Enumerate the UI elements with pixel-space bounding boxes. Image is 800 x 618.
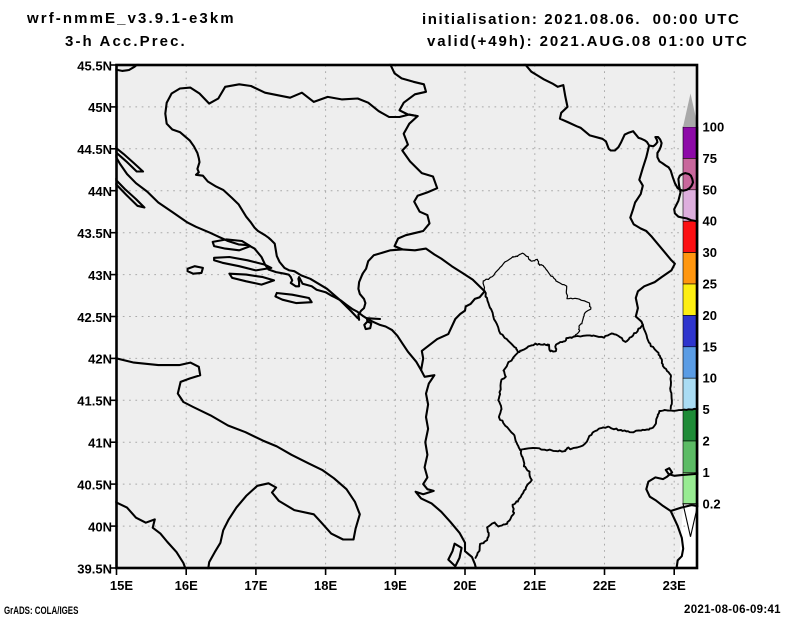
svg-text:50: 50	[703, 182, 717, 197]
svg-text:1: 1	[703, 465, 710, 480]
svg-text:20: 20	[703, 308, 717, 323]
svg-text:43.5N: 43.5N	[77, 226, 112, 241]
svg-text:30: 30	[703, 245, 717, 260]
svg-text:17E: 17E	[244, 578, 267, 593]
svg-text:44N: 44N	[88, 184, 112, 199]
svg-text:43N: 43N	[88, 268, 112, 283]
svg-text:40: 40	[703, 214, 717, 229]
svg-text:10: 10	[703, 371, 717, 386]
svg-text:100: 100	[703, 120, 725, 135]
svg-text:25: 25	[703, 277, 717, 292]
svg-text:2: 2	[703, 434, 710, 449]
svg-text:42.5N: 42.5N	[77, 310, 112, 325]
svg-text:39.5N: 39.5N	[77, 561, 112, 576]
svg-text:18E: 18E	[314, 578, 337, 593]
svg-text:42N: 42N	[88, 352, 112, 367]
svg-text:5: 5	[703, 402, 710, 417]
svg-text:40.5N: 40.5N	[77, 477, 112, 492]
svg-text:75: 75	[703, 151, 717, 166]
svg-text:44.5N: 44.5N	[77, 142, 112, 157]
svg-text:20E: 20E	[453, 578, 476, 593]
svg-text:19E: 19E	[384, 578, 407, 593]
svg-text:45N: 45N	[88, 100, 112, 115]
svg-text:23E: 23E	[663, 578, 686, 593]
svg-text:16E: 16E	[175, 578, 198, 593]
svg-text:45.5N: 45.5N	[77, 58, 112, 73]
svg-text:40N: 40N	[88, 519, 112, 534]
svg-text:22E: 22E	[593, 578, 616, 593]
svg-text:41N: 41N	[88, 436, 112, 451]
svg-text:21E: 21E	[523, 578, 546, 593]
svg-text:15: 15	[703, 339, 717, 354]
svg-text:15E: 15E	[110, 578, 133, 593]
svg-text:41.5N: 41.5N	[77, 394, 112, 409]
svg-text:0.2: 0.2	[703, 496, 721, 511]
